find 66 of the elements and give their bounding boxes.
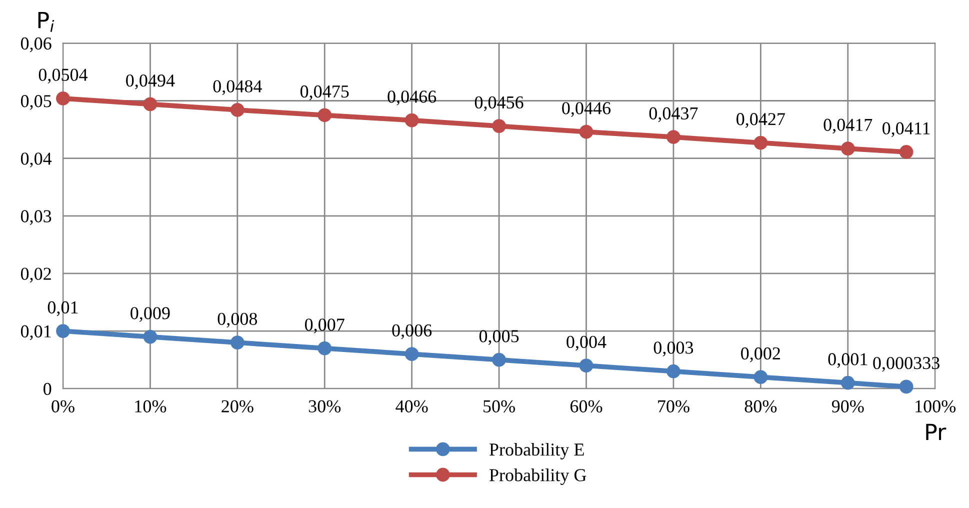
y-tick-label: 0,04 [20,152,52,168]
data-label: 0,0456 [474,96,524,112]
data-label: 0,000333 [873,356,940,372]
point [840,142,855,156]
y-tick-label: 0,02 [20,268,51,283]
y-tick-label: 0,03 [20,210,52,225]
x-tick-label: 40% [396,400,428,412]
data-label: 0,0475 [300,85,349,100]
point [318,108,332,122]
x-tick-label: 100% [916,400,956,412]
point [143,330,158,344]
data-label: 0,0446 [562,102,611,117]
x-tick-label: 60% [570,400,602,412]
data-label: 0,0466 [388,90,436,106]
data-label: 0,005 [479,330,519,345]
data-label: 0,0411 [882,122,930,138]
point [143,97,158,112]
data-label: 0,003 [654,342,694,356]
data-label: 0,0504 [38,68,88,84]
y-tick-label: 0,05 [20,95,52,110]
data-label: 0,0417 [824,118,872,134]
point [230,103,244,117]
point [840,376,855,390]
y-tick-label: 0,01 [20,325,51,340]
x-tick-label: 80% [744,400,777,412]
data-label: 0,006 [392,324,432,340]
data-label: 0,002 [741,347,780,362]
point [492,119,506,134]
point [579,358,594,373]
point [56,92,70,106]
y-axis-title: P$_{i}$ [38,12,54,32]
point [666,364,680,378]
data-label: 0,001 [828,353,868,368]
data-label: 0,01 [48,301,78,316]
y-tick-label: 0,06 [20,37,52,52]
x-axis-title: Pr [926,424,946,440]
x-tick-label: 90% [832,400,864,412]
point [754,370,768,384]
data-label: 0,008 [218,312,258,328]
data-label: 0,007 [304,318,344,334]
data-label: 0,0427 [736,113,785,128]
data-label: 0,0437 [649,107,698,122]
point [899,380,914,394]
x-tick-label: 0% [52,400,74,412]
data-label: 0,0484 [213,80,262,96]
point [230,336,244,350]
point [579,124,594,139]
point [56,324,70,338]
legend-label: Probability E [489,442,584,460]
x-tick-label: 70% [658,400,690,412]
data-label: 0,004 [566,336,606,351]
point [492,352,506,367]
y-tick-label: 0 [44,382,52,396]
x-tick-label: 10% [135,400,166,412]
point [754,136,768,150]
legend-label: Probability G [489,468,586,485]
data-label: 0,009 [130,307,170,322]
point [666,130,680,144]
point [404,113,419,128]
point [404,347,419,362]
x-tick-label: 30% [308,400,341,412]
x-tick-label: 20% [222,400,254,412]
point [318,341,332,356]
data-label: 0,0494 [126,74,175,90]
point [899,145,914,159]
x-tick-label: 50% [484,400,515,412]
